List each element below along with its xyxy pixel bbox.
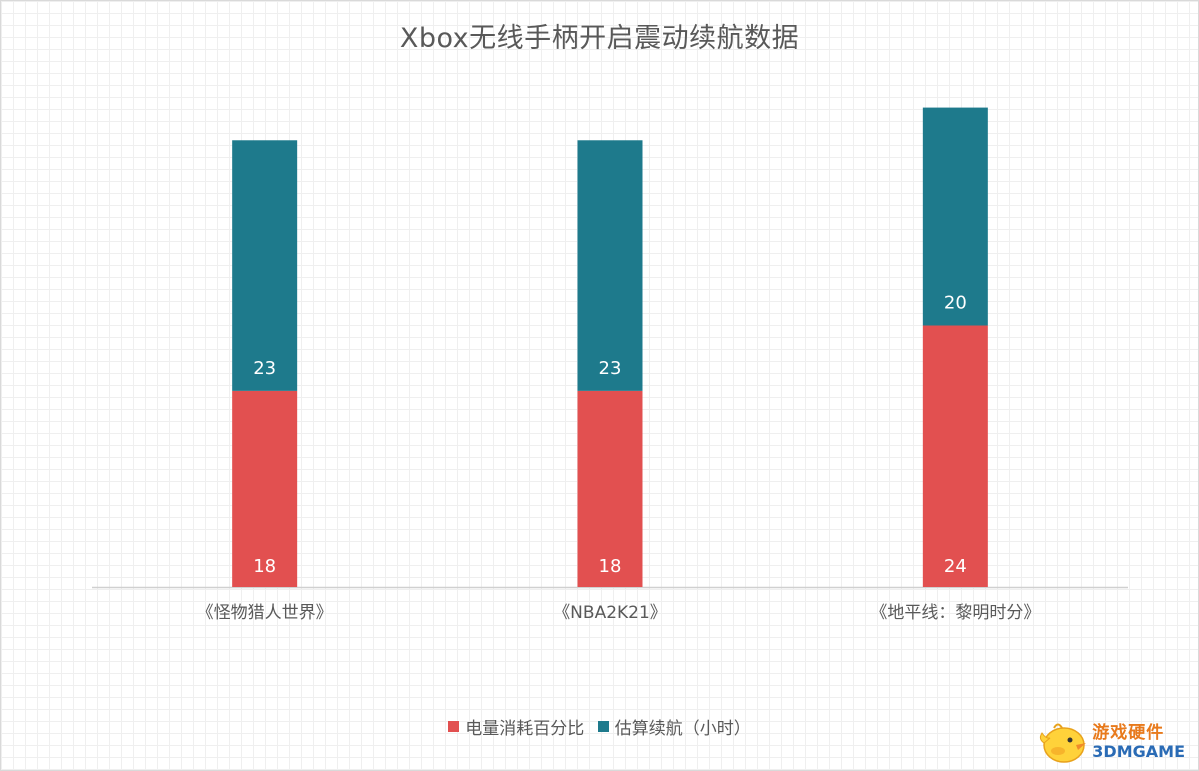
x-tick-label-3: 《地平线：黎明时分》 [870,603,1040,623]
bar-battery-usage-2 [577,390,643,587]
legend-item-series-2: 估算续航（小时） [597,714,751,739]
legend-swatch-series-2 [597,721,609,732]
watermark-logo: 游戏硬件 3DMGAME [1038,719,1185,765]
legend-item-series-1: 电量消耗百分比 [448,714,584,739]
chart-title: Xbox无线手柄开启震动续航数据 [399,23,800,54]
watermark-line1: 游戏硬件 [1092,723,1165,743]
bar-battery-usage-1 [232,390,298,587]
data-label-battery-usage-2: 18 [599,556,622,577]
bar-estimated-runtime-1 [232,140,298,391]
chart-legend: 电量消耗百分比 估算续航（小时） [0,714,1199,739]
data-label-estimated-runtime-1: 23 [253,358,276,379]
bar-estimated-runtime-2 [577,140,643,391]
legend-label-series-1: 电量消耗百分比 [465,719,585,739]
legend-swatch-series-1 [448,721,460,732]
legend-label-series-2: 估算续航（小时） [614,719,751,739]
data-label-battery-usage-1: 18 [253,556,276,577]
data-label-estimated-runtime-2: 23 [599,358,622,379]
watermark-line2: 3DMGAME [1092,742,1185,761]
mascot-chick-icon [1040,723,1087,763]
data-label-estimated-runtime-3: 20 [944,293,967,314]
x-tick-label-1: 《怪物猎人世界》 [197,603,333,623]
x-tick-label-2: 《NBA2K21》 [553,603,667,623]
bar-battery-usage-3 [922,325,988,587]
bar-estimated-runtime-3 [922,107,988,326]
data-label-battery-usage-3: 24 [944,556,967,577]
